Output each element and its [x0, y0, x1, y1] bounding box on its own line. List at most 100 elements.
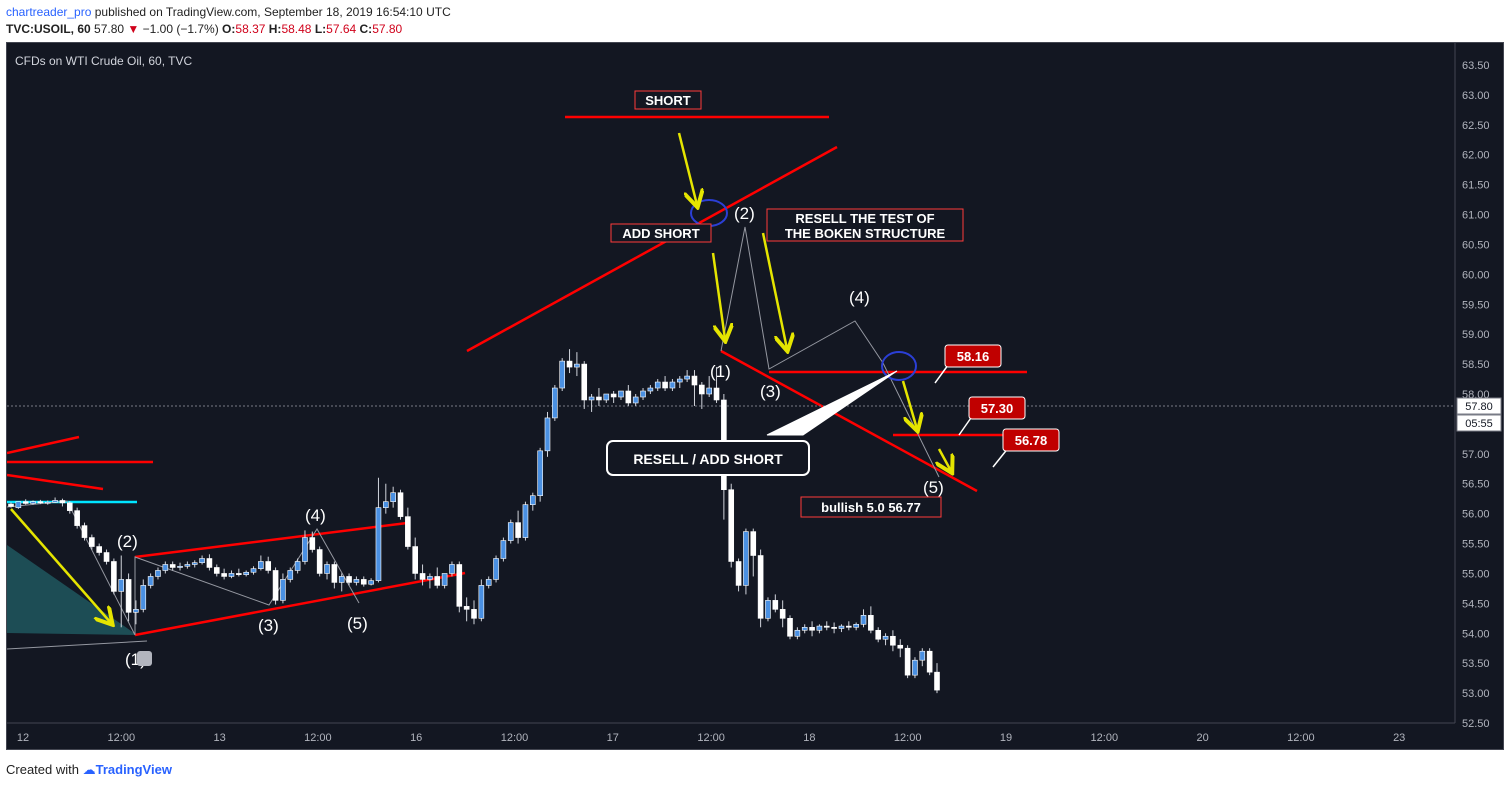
- candle: [904, 645, 911, 679]
- y-tick-labels: 63.50 63.00 62.50 62.00 61.50 61.00 60.50 60.00…: [1462, 60, 1490, 730]
- candle: [463, 597, 470, 622]
- arrow-1: [10, 508, 111, 623]
- candle: [147, 573, 154, 589]
- candle: [500, 537, 507, 562]
- arrow-2: [677, 132, 697, 205]
- candle: [801, 624, 808, 634]
- svg-text:bullish 5.0 56.77: bullish 5.0 56.77: [821, 500, 921, 515]
- candle: [280, 573, 286, 604]
- candle: [743, 528, 749, 595]
- candle: [831, 622, 837, 634]
- candle: [926, 648, 933, 676]
- candle: [375, 477, 382, 583]
- candle: [684, 370, 690, 383]
- c-label: C:: [359, 22, 373, 36]
- x-tick-label: 12:00: [304, 732, 332, 744]
- callout-5816: 58.16: [934, 344, 1002, 384]
- candle: [74, 507, 80, 529]
- candle: [897, 639, 904, 658]
- candle: [22, 499, 29, 505]
- svg-text:SHORT: SHORT: [645, 93, 691, 108]
- y-tick-label: 59.50: [1462, 299, 1490, 311]
- candle: [199, 555, 205, 565]
- h-label: H:: [268, 22, 282, 36]
- candle: [838, 624, 845, 633]
- x-tick-label: 17: [607, 732, 619, 744]
- author-link[interactable]: chartreader_pro: [6, 5, 92, 19]
- candle: [529, 492, 536, 511]
- wave-label-4-right: (4): [849, 288, 870, 307]
- candle: [603, 393, 610, 403]
- candle: [816, 624, 823, 634]
- candle: [37, 499, 44, 505]
- candle: [566, 349, 573, 374]
- candle: [581, 361, 588, 409]
- candle: [552, 385, 558, 421]
- candle: [757, 549, 764, 628]
- candle: [258, 555, 264, 571]
- candle: [522, 501, 529, 541]
- chart-panel[interactable]: 63.50 63.00 62.50 62.00 61.50 61.00 60.50 60.00…: [6, 42, 1504, 750]
- candle: [868, 606, 874, 634]
- candle: [191, 560, 198, 568]
- chart-svg[interactable]: 63.50 63.00 62.50 62.00 61.50 61.00 60.50 60.00…: [6, 43, 1503, 749]
- candle: [750, 528, 757, 577]
- candle: [676, 376, 683, 389]
- candle: [882, 633, 889, 646]
- candle: [699, 382, 705, 409]
- candle: [213, 564, 220, 577]
- candle: [81, 522, 88, 541]
- last-price-tag-value: 57.80: [1465, 401, 1493, 413]
- candle: [713, 367, 720, 403]
- bullish-label: bullish 5.0 56.77: [800, 496, 942, 518]
- price-axis[interactable]: [1455, 43, 1503, 749]
- arrow-6: [939, 448, 951, 471]
- candle: [368, 578, 374, 586]
- y-tick-label: 63.50: [1462, 60, 1490, 72]
- candle: [118, 555, 125, 628]
- fan-line: [6, 640, 148, 650]
- replay-icon[interactable]: [137, 651, 152, 666]
- candle: [779, 600, 786, 628]
- trend-line-l3: [6, 473, 104, 491]
- candle: [360, 576, 367, 587]
- candle: [559, 358, 565, 392]
- candle: [155, 567, 161, 580]
- x-tick-label: 12:00: [894, 732, 922, 744]
- created-with-text: Created with: [6, 762, 79, 777]
- change: −1.00 (−1.7%): [142, 22, 219, 36]
- publish-text: published on TradingView.com, September …: [91, 5, 451, 19]
- y-tick-label: 53.00: [1462, 688, 1490, 700]
- y-tick-label: 55.00: [1462, 568, 1490, 580]
- candle: [405, 507, 411, 550]
- symbol: TVC:USOIL, 60: [6, 22, 91, 36]
- y-tick-label: 60.00: [1462, 269, 1490, 281]
- candle: [485, 576, 492, 589]
- trend-line-l1: [6, 435, 80, 455]
- candle: [691, 370, 698, 406]
- candle: [449, 561, 455, 577]
- chart-title: CFDs on WTI Crude Oil, 60, TVC: [15, 54, 192, 68]
- triangle-bottom: [134, 571, 466, 637]
- tradingview-link[interactable]: TradingView: [95, 762, 172, 777]
- svg-text:ADD SHORT: ADD SHORT: [622, 226, 699, 241]
- resell-circle: [881, 351, 917, 381]
- y-tick-label: 60.50: [1462, 239, 1490, 251]
- candle: [846, 621, 852, 631]
- candle: [44, 500, 51, 505]
- candle: [765, 597, 771, 622]
- candle: [338, 573, 345, 592]
- x-tick-label: 23: [1393, 732, 1405, 744]
- x-tick-label: 12:00: [108, 732, 136, 744]
- candle: [654, 379, 661, 392]
- candle: [96, 543, 102, 556]
- candle: [860, 609, 867, 628]
- candle: [316, 546, 323, 577]
- x-tick-label: 19: [1000, 732, 1012, 744]
- candle: [632, 394, 639, 406]
- candle: [272, 567, 279, 605]
- svg-text:57.30: 57.30: [981, 401, 1014, 416]
- candle: [574, 352, 580, 377]
- fan-area: [7, 545, 137, 635]
- l-value: 57.64: [326, 22, 357, 36]
